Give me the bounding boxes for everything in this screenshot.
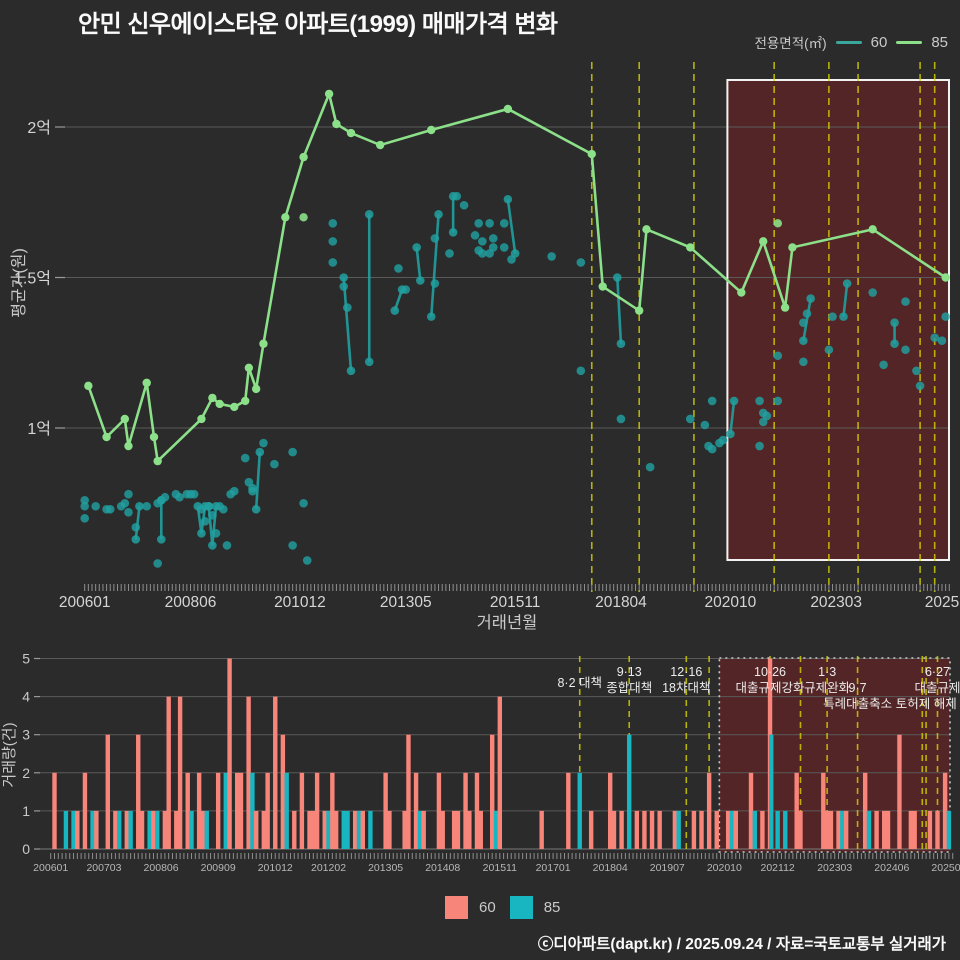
svg-text:2억: 2억 [27, 119, 51, 137]
svg-text:9·7: 9·7 [849, 681, 867, 695]
svg-text:1억: 1억 [27, 420, 51, 438]
svg-text:규제완화: 규제완화 [804, 681, 851, 695]
svg-text:9·13: 9·13 [617, 665, 642, 679]
svg-text:200806: 200806 [144, 862, 179, 874]
svg-text:거래년월: 거래년월 [477, 613, 538, 632]
svg-text:200601: 200601 [59, 594, 111, 611]
svg-text:201202: 201202 [311, 862, 346, 874]
volume-legend: 60 85 [445, 896, 560, 919]
svg-text:202303: 202303 [810, 594, 862, 611]
volume-legend-item-85[interactable]: 85 [509, 896, 560, 919]
svg-text:202010: 202010 [707, 862, 742, 874]
svg-text:202010: 202010 [705, 594, 757, 611]
svg-text:201012: 201012 [258, 862, 293, 874]
svg-text:1: 1 [22, 803, 30, 819]
svg-text:201907: 201907 [650, 862, 685, 874]
svg-text:202509: 202509 [931, 862, 960, 874]
svg-text:대출규제: 대출규제 [914, 681, 960, 695]
source-credit: ⓒ디아파트(dapt.kr) / 2025.09.24 / 자료=국토교통부 실… [537, 936, 946, 953]
svg-text:평균가(원): 평균가(원) [10, 248, 28, 318]
svg-text:201012: 201012 [274, 594, 326, 611]
svg-text:대출규제강화: 대출규제강화 [736, 681, 806, 695]
svg-text:202112: 202112 [761, 862, 795, 874]
svg-text:2: 2 [22, 765, 30, 781]
svg-text:8·2 대책: 8·2 대책 [557, 675, 602, 690]
svg-text:종합대책: 종합대책 [606, 680, 652, 695]
svg-text:201511: 201511 [490, 594, 541, 611]
svg-text:10·26: 10·26 [754, 665, 786, 679]
svg-text:200703: 200703 [86, 862, 121, 874]
svg-text:200806: 200806 [165, 594, 217, 611]
svg-text:특례대출축소: 특례대출축소 [823, 697, 892, 711]
area-legend: 전용면적(㎡) 60 85 [754, 32, 948, 52]
svg-text:201804: 201804 [595, 594, 647, 611]
legend-line-85-icon [896, 40, 923, 44]
svg-text:201804: 201804 [593, 862, 628, 874]
svg-text:202303: 202303 [817, 862, 852, 874]
svg-text:1·3: 1·3 [818, 665, 836, 679]
svg-text:200601: 200601 [33, 862, 68, 874]
svg-text:12·16: 12·16 [670, 665, 702, 679]
svg-text:0: 0 [22, 841, 30, 857]
svg-text:4: 4 [22, 689, 30, 705]
volume-legend-item-60[interactable]: 60 [445, 896, 496, 919]
svg-text:3: 3 [22, 727, 30, 743]
svg-text:5: 5 [22, 651, 30, 667]
svg-text:201511: 201511 [483, 862, 517, 874]
page-title: 안민 신우에이스타운 아파트(1999) 매매가격 변화 [78, 11, 558, 38]
svg-text:2025: 2025 [925, 594, 959, 611]
svg-text:201408: 201408 [425, 862, 460, 874]
svg-text:201305: 201305 [380, 594, 432, 611]
svg-text:201701: 201701 [536, 862, 571, 874]
svg-text:1.5억: 1.5억 [14, 270, 51, 288]
legend-line-60-icon [835, 40, 862, 44]
swatch-85-icon [509, 896, 533, 919]
svg-text:201305: 201305 [368, 862, 403, 874]
swatch-60-icon [445, 896, 468, 919]
svg-text:202406: 202406 [874, 862, 909, 874]
price-chart: 2억 1.5억 1억 200601 200806 201012 201305 201511 20… [10, 62, 959, 632]
svg-text:거래량(건): 거래량(건) [1, 722, 18, 787]
svg-text:18차대책: 18차대책 [662, 680, 710, 695]
legend-item-60[interactable]: 60 [870, 33, 888, 51]
legend-item-85[interactable]: 85 [931, 33, 948, 51]
svg-text:200909: 200909 [201, 862, 236, 874]
svg-text:토허제 해제: 토허제 해제 [896, 697, 957, 711]
area-legend-label: 전용면적(㎡) [754, 36, 827, 51]
svg-text:6·27: 6·27 [925, 665, 950, 679]
